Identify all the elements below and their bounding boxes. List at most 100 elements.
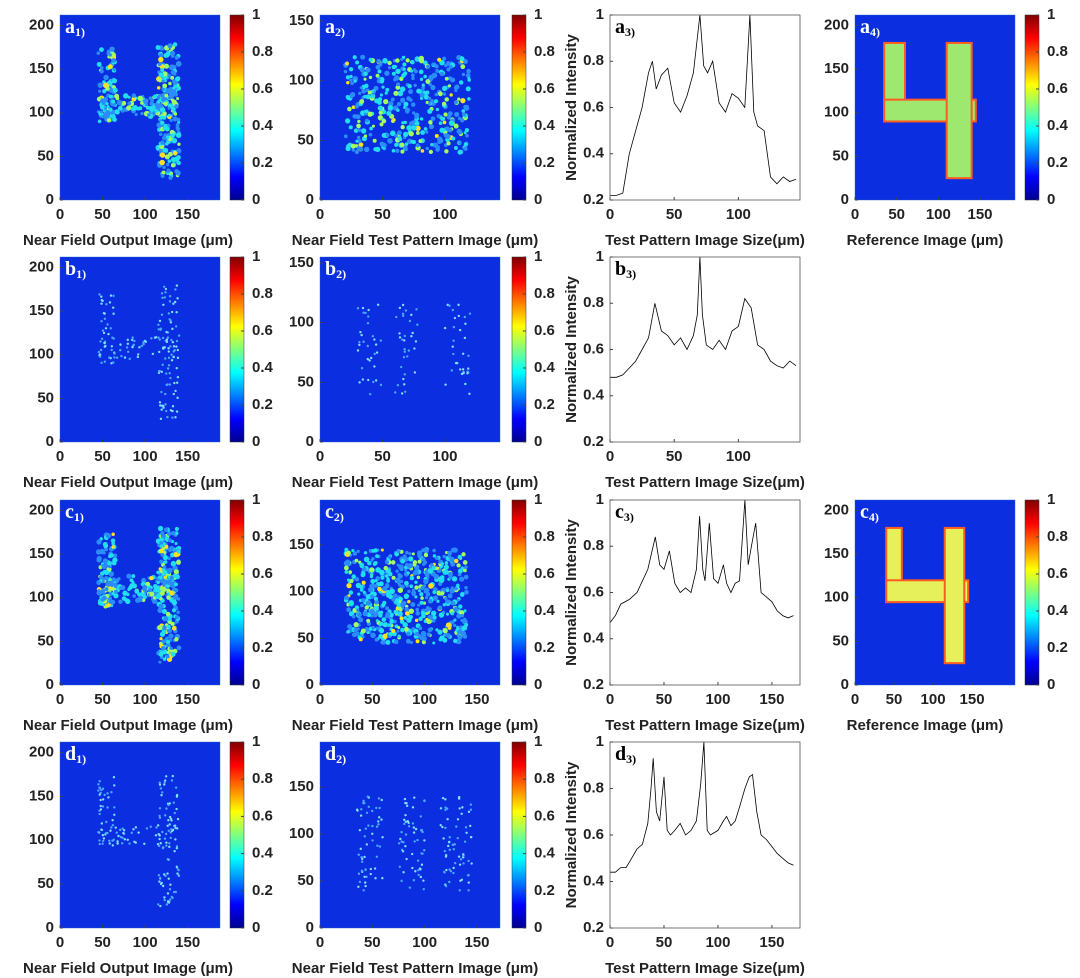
x-tick-label: 150 [464,934,489,951]
image-speckle [428,607,432,611]
x-tick-label: 150 [759,934,784,951]
image-speckle [403,350,407,353]
image-speckle [97,589,101,593]
image-speckle [375,351,379,354]
image-speckle [405,58,410,63]
image-speckle [136,355,140,359]
image-speckle [441,825,444,829]
image-speckle [445,589,450,593]
image-speckle [356,307,360,310]
image-speckle [172,345,176,348]
panel-index: 1) [76,752,86,766]
image-speckle [107,796,110,799]
image-speckle [176,610,180,615]
image-speckle [364,884,367,888]
colorbar-tick-label: 1 [534,248,542,265]
image-speckle [112,306,115,309]
image-speckle [119,586,123,591]
image-speckle [466,68,471,74]
image-speckle [467,874,470,877]
image-speckle [113,589,118,594]
image-speckle [164,579,169,585]
image-speckle [398,336,402,339]
colorbar [229,256,245,443]
colorbar-tick-label: 1 [252,491,260,508]
y-axis-label: Normalized Intensity [563,33,580,180]
image-speckle [168,318,171,321]
image-speckle [417,869,420,872]
x-tick-label: 50 [374,448,391,465]
image-speckle [162,165,166,170]
image-speckle [169,50,176,56]
image-speckle [378,110,383,115]
image-speckle [99,571,105,576]
image-speckle [111,545,115,549]
image-speckle [105,102,109,106]
image-speckle [161,93,166,98]
image-speckle [453,623,457,628]
panel-index: 1) [74,510,84,524]
image-speckle [172,801,176,804]
image-speckle [364,868,367,871]
image-speckle [402,62,407,67]
image-speckle [348,570,353,574]
image-speckle [460,372,464,376]
image-speckle [103,793,106,797]
image-speckle [100,98,105,104]
axes-frame [319,256,501,443]
image-speckle [100,302,103,305]
image-speckle [430,116,436,121]
image-speckle [357,872,361,875]
image-speckle [427,627,433,633]
image-speckle [163,898,166,902]
image-speckle [467,889,470,892]
image-speckle [453,861,457,865]
y-tick-label: 150 [824,60,849,77]
image-speckle [381,603,386,608]
image-speckle [449,556,455,562]
image-speckle [161,87,165,92]
image-speckle [408,886,412,889]
image-speckle [169,898,172,901]
image-speckle [422,887,425,891]
image-speckle [160,174,165,179]
image-speckle [96,556,102,562]
image-speckle [405,550,409,555]
image-speckle [102,839,105,843]
image-speckle [387,555,392,559]
image-speckle [468,392,471,396]
image-speckle [172,890,176,894]
colorbar-tick-label: 0.8 [534,770,555,787]
image-speckle [375,855,379,858]
image-speckle [344,570,349,574]
image-speckle [359,99,365,105]
image-speckle [365,843,369,846]
image-speckle [396,383,400,387]
image-speckle [432,590,437,595]
image-speckle [371,625,376,630]
image-speckle [376,303,380,306]
colorbar-tick-label: 0.8 [252,43,273,60]
x-tick-label: 150 [464,691,489,708]
image-speckle [398,332,401,335]
image-speckle [123,838,127,841]
x-tick-label: 100 [432,448,457,465]
image-speckle [130,338,134,342]
axes-frame [854,14,1016,201]
image-speckle [368,75,373,80]
image-speckle [357,128,362,133]
image-speckle [167,803,170,807]
x-axis-label: Near Field Output Image (μm) [23,717,233,734]
image-speckle [422,879,425,882]
image-speckle [175,846,179,850]
image-speckle [444,826,447,830]
image-speckle [166,367,170,370]
image-speckle [101,842,104,846]
image-speckle [397,634,401,638]
image-speckle [404,607,409,612]
image-speckle [172,116,178,122]
x-axis-label: Near Field Test Pattern Image (μm) [292,960,538,977]
image-speckle [377,816,381,819]
image-speckle [176,160,181,166]
